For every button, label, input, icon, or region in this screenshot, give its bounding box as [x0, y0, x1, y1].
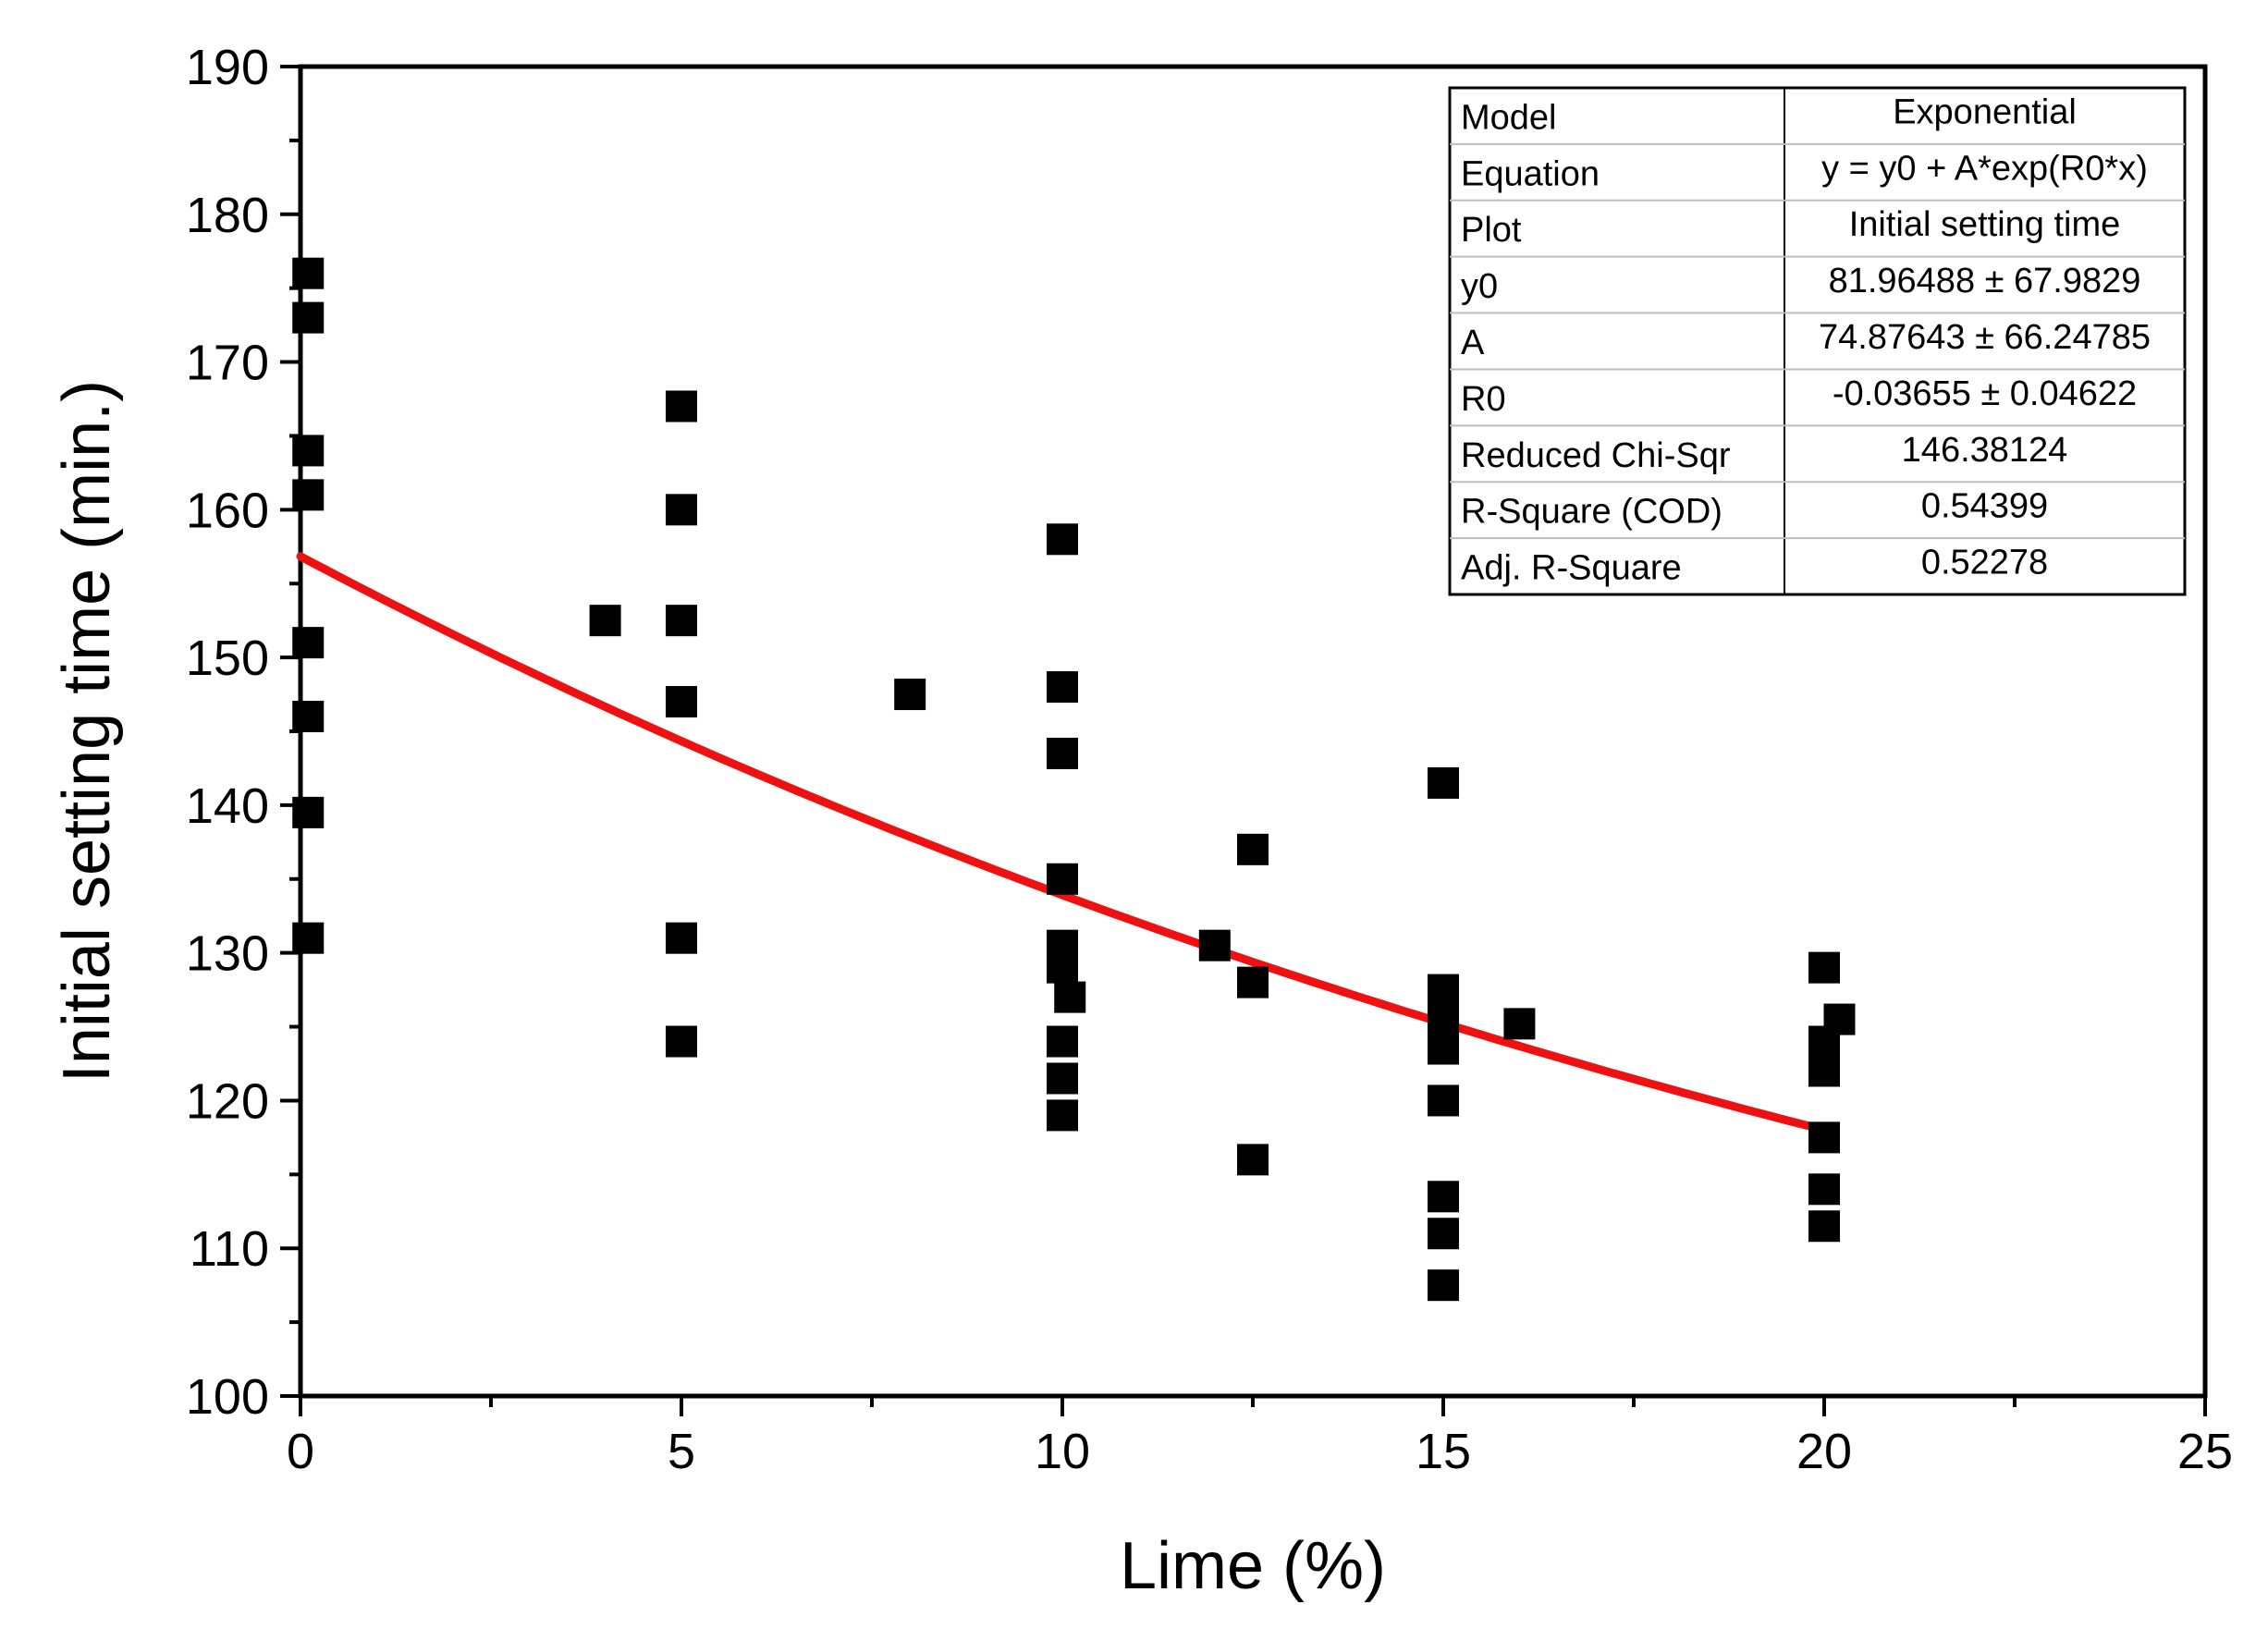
data-point [1428, 1181, 1459, 1213]
data-point [1237, 833, 1269, 865]
data-points [292, 257, 1856, 1302]
data-point [1808, 1173, 1840, 1206]
data-point [1428, 766, 1459, 799]
data-point [292, 627, 325, 659]
data-point [894, 679, 926, 711]
data-point [1047, 523, 1078, 556]
y-tick-label: 120 [186, 1073, 269, 1129]
data-point [1237, 966, 1269, 998]
fit-table-value: Initial setting time [1849, 205, 2121, 244]
fit-table-value: y = y0 + A*exp(R0*x) [1821, 149, 2148, 188]
data-point [1428, 1033, 1459, 1065]
y-tick-label: 110 [190, 1221, 269, 1277]
data-point [1808, 1055, 1840, 1087]
data-point [1808, 951, 1840, 984]
data-point [1428, 974, 1459, 1006]
y-tick-label: 100 [186, 1369, 269, 1425]
data-point [292, 301, 325, 334]
y-tick-label: 130 [186, 926, 269, 982]
y-axis-ticks: 100 110 120 130 140 150 160 170 180 190 [186, 40, 300, 1425]
fit-table-value: 0.52278 [1921, 544, 2048, 582]
data-point [1047, 671, 1078, 704]
fit-curve-group [296, 552, 1829, 1134]
data-point [1047, 1062, 1078, 1095]
data-point [292, 257, 325, 289]
data-point [292, 922, 325, 954]
data-point [1808, 1025, 1840, 1058]
x-tick-label: 25 [2177, 1424, 2233, 1479]
fit-table-value: -0.03655 ± 0.04622 [1833, 374, 2137, 413]
data-point [1047, 1099, 1078, 1132]
data-point [1198, 929, 1231, 961]
data-point [1237, 1144, 1269, 1176]
data-point [1503, 1008, 1536, 1040]
data-point [292, 701, 325, 733]
data-point [292, 479, 325, 511]
fit-table-label: R-Square (COD) [1461, 493, 1722, 532]
fit-table-value: 146.38124 [1902, 431, 2068, 470]
fit-table-label: Plot [1461, 211, 1522, 250]
fit-table-label: Model [1461, 98, 1557, 137]
data-point [666, 1025, 697, 1058]
x-tick-label: 15 [1416, 1424, 1471, 1479]
data-point [1047, 951, 1078, 984]
fit-table-value: 81.96488 ± 67.9829 [1829, 262, 2141, 300]
data-point [589, 605, 621, 637]
data-point [1428, 1084, 1459, 1117]
data-point [666, 390, 697, 423]
fit-results-table: Model Exponential Equation y = y0 + A*exp(R… [1448, 86, 2187, 596]
fit-table-label: A [1461, 324, 1485, 362]
y-tick-label: 180 [186, 188, 269, 243]
data-point [1047, 863, 1078, 895]
data-point [666, 605, 697, 637]
x-tick-label: 10 [1035, 1424, 1090, 1479]
fit-table-label: Reduced Chi-Sqr [1461, 436, 1731, 475]
data-point [1808, 1210, 1840, 1243]
fit-table-label: y0 [1461, 267, 1498, 306]
data-point [666, 494, 697, 526]
fit-curve [296, 552, 1829, 1134]
data-point [292, 435, 325, 467]
fit-table-value: Exponential [1893, 92, 2077, 131]
x-tick-label: 0 [287, 1424, 314, 1479]
fit-table-label: Equation [1461, 154, 1600, 193]
data-point [1047, 1025, 1078, 1058]
fit-table-value: 74.87643 ± 66.24785 [1819, 318, 2151, 357]
data-point [1047, 737, 1078, 769]
y-tick-label: 150 [186, 631, 269, 686]
x-axis-title: Lime (%) [1120, 1529, 1386, 1603]
x-tick-label: 5 [668, 1424, 695, 1479]
data-point [666, 686, 697, 718]
x-axis-ticks: 0 5 10 15 20 25 [287, 1396, 2233, 1479]
fit-table-label: R0 [1461, 380, 1506, 419]
y-axis-title: Initial setting time (min.) [50, 380, 124, 1083]
data-point [292, 796, 325, 828]
data-point [1808, 1121, 1840, 1154]
fit-table-label: Adj. R-Square [1461, 549, 1682, 588]
data-point [666, 922, 697, 954]
y-tick-label: 170 [186, 336, 269, 391]
x-tick-label: 20 [1796, 1424, 1852, 1479]
data-point [1428, 1003, 1459, 1035]
data-point [1428, 1269, 1459, 1302]
data-point [1054, 981, 1086, 1013]
fit-table-frame [1448, 86, 2187, 596]
fit-table-value: 0.54399 [1921, 487, 2048, 526]
data-point [1428, 1218, 1459, 1250]
y-tick-label: 140 [186, 778, 269, 834]
y-tick-label: 160 [186, 483, 269, 538]
y-tick-label: 190 [186, 40, 269, 95]
